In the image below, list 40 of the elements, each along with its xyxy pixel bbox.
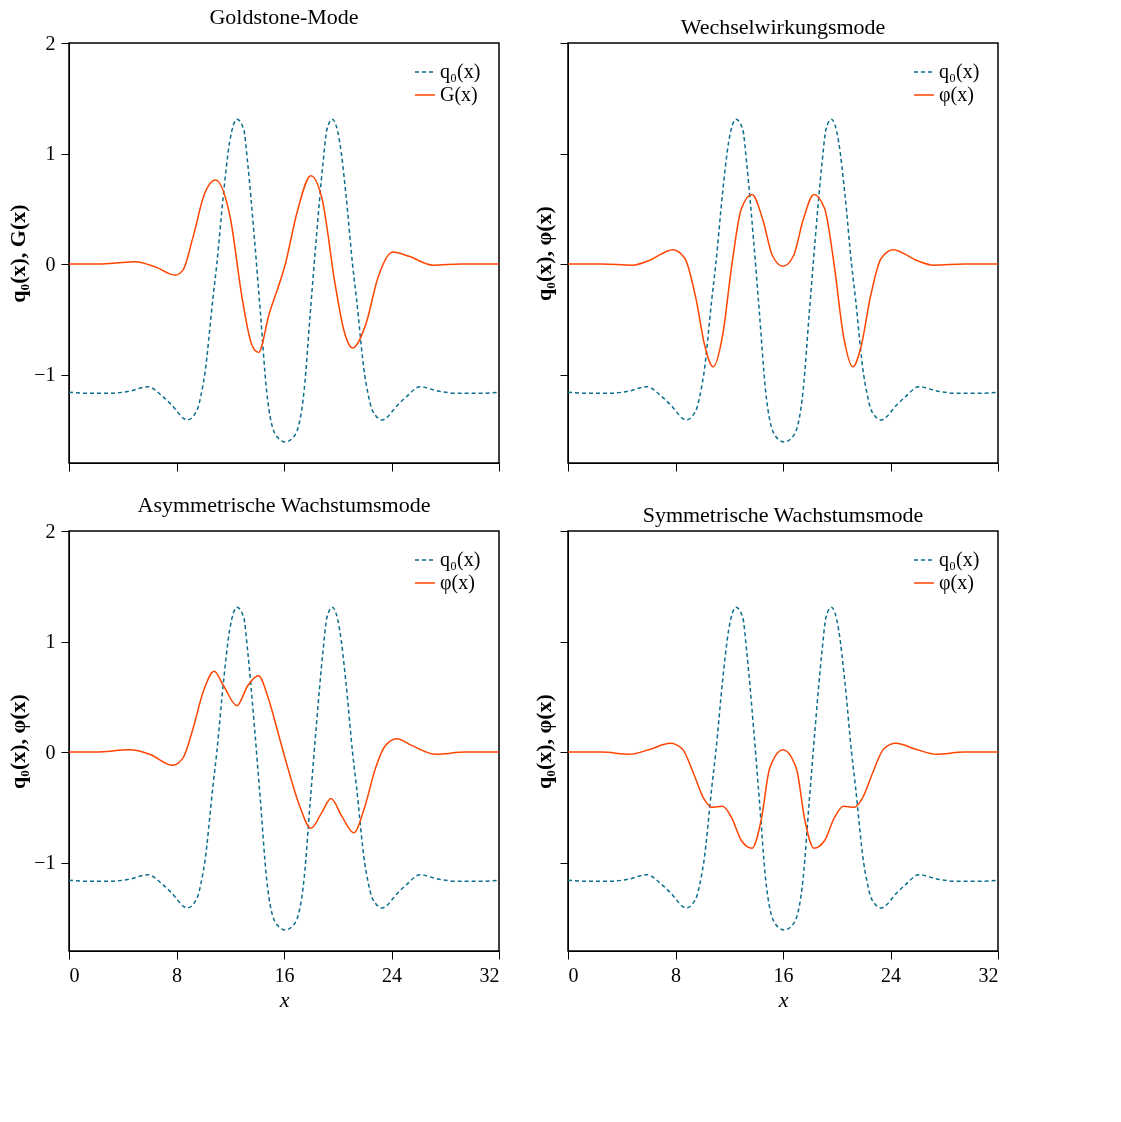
legend-label: q₀(x): [939, 60, 980, 83]
y-axis-title: q₀(x), φ(x): [531, 694, 556, 789]
line-series: [69, 606, 499, 931]
y-tick-label: 0: [45, 740, 56, 763]
x-tick-label: 24: [881, 963, 901, 986]
legend-label: G(x): [440, 83, 478, 106]
x-tick-label: 0: [69, 963, 80, 986]
x-tick-label: 8: [671, 963, 681, 986]
chart-title: Symmetrische Wachstumsmode: [642, 501, 924, 527]
chart-title: Goldstone-Mode: [209, 4, 359, 29]
y-axis-title: q₀(x), G(x): [5, 204, 31, 303]
x-tick-label: 16: [274, 963, 295, 986]
x-tick-label: 32: [479, 963, 500, 986]
x-tick-label: 16: [773, 963, 794, 986]
legend-label: q₀(x): [939, 548, 980, 571]
line-series: [69, 174, 499, 354]
chart-title: Asymmetrische Wachstumsmode: [137, 492, 431, 517]
x-axis-title: x: [777, 986, 789, 1012]
y-tick-label: 2: [45, 519, 56, 542]
y-tick-label: 1: [45, 142, 56, 165]
chart-title: Wechselwirkungsmode: [680, 13, 886, 39]
y-tick-label: 0: [45, 252, 56, 275]
legend-label: q₀(x): [440, 60, 481, 83]
x-axis-title: x: [278, 986, 290, 1012]
x-tick-label: 24: [382, 963, 402, 986]
legend-label: φ(x): [440, 571, 475, 594]
y-tick-label: −1: [34, 851, 56, 874]
y-tick-label: 2: [45, 31, 56, 54]
line-series: [69, 670, 499, 834]
legend-label: φ(x): [939, 571, 974, 594]
y-axis-title: q₀(x), φ(x): [531, 206, 556, 301]
legend-label: q₀(x): [440, 548, 481, 571]
y-tick-label: 1: [45, 630, 56, 653]
legend-label: φ(x): [939, 83, 974, 106]
y-tick-label: −1: [34, 363, 56, 386]
line-series: [69, 118, 499, 443]
x-tick-label: 0: [568, 963, 579, 986]
y-axis-title: q₀(x), φ(x): [5, 694, 31, 789]
x-tick-label: 8: [172, 963, 182, 986]
x-tick-label: 32: [978, 963, 999, 986]
